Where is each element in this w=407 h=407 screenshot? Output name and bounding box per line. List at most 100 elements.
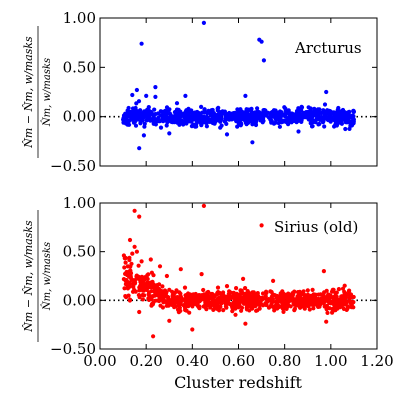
data-point xyxy=(307,307,312,312)
data-point xyxy=(172,305,177,310)
data-point xyxy=(234,286,239,291)
data-point xyxy=(314,301,319,306)
data-point xyxy=(241,111,246,116)
data-point xyxy=(177,302,182,307)
data-point xyxy=(164,123,169,128)
data-point xyxy=(239,288,244,293)
data-point xyxy=(229,112,234,117)
data-point xyxy=(236,305,241,310)
data-point xyxy=(287,116,293,122)
data-point xyxy=(137,214,142,219)
data-point xyxy=(146,107,151,112)
data-point xyxy=(133,105,138,111)
data-point xyxy=(277,295,282,300)
data-point xyxy=(243,286,248,291)
data-point xyxy=(331,110,336,115)
data-point xyxy=(302,306,307,311)
data-point xyxy=(261,108,266,113)
data-point xyxy=(344,307,349,312)
data-point xyxy=(269,289,274,295)
data-point xyxy=(238,292,243,297)
data-point xyxy=(312,293,317,298)
data-point xyxy=(121,253,126,258)
data-point xyxy=(215,106,220,111)
data-point xyxy=(126,293,131,298)
data-point xyxy=(201,304,206,309)
data-point xyxy=(178,291,183,296)
data-point xyxy=(173,118,178,123)
data-point xyxy=(185,112,190,117)
data-point xyxy=(191,293,196,298)
data-point xyxy=(309,114,314,119)
data-point xyxy=(134,249,139,254)
data-point xyxy=(343,126,348,132)
data-point xyxy=(136,293,141,298)
data-point xyxy=(122,265,127,270)
data-point xyxy=(335,121,340,126)
data-point xyxy=(148,257,153,262)
data-point xyxy=(160,109,165,114)
y-tick-label: 0.50 xyxy=(63,58,96,76)
data-point xyxy=(243,295,248,300)
data-point xyxy=(172,110,177,115)
data-point xyxy=(309,124,315,129)
data-point xyxy=(129,112,134,117)
data-point xyxy=(346,110,351,115)
y-tick-label: 0.00 xyxy=(63,108,96,126)
x-tick-label: 0.00 xyxy=(83,352,116,370)
data-point xyxy=(241,115,246,120)
data-point xyxy=(335,301,340,306)
data-point xyxy=(333,291,338,296)
data-point xyxy=(134,101,139,106)
data-point xyxy=(166,115,172,120)
data-point xyxy=(276,120,281,126)
data-point xyxy=(233,312,238,317)
data-point xyxy=(146,297,152,302)
data-point xyxy=(303,294,308,299)
data-point xyxy=(145,276,150,282)
data-point xyxy=(167,318,172,323)
data-point xyxy=(233,114,239,119)
x-tick-label: 1.20 xyxy=(360,352,393,370)
data-point xyxy=(195,304,201,309)
data-point xyxy=(315,114,320,119)
data-point xyxy=(204,124,209,129)
data-point xyxy=(132,278,137,283)
y-tick-label: 0.50 xyxy=(63,243,96,261)
data-point xyxy=(322,102,328,107)
data-point xyxy=(167,107,172,112)
data-point xyxy=(285,297,290,303)
data-point xyxy=(189,302,194,308)
data-point xyxy=(271,305,277,310)
data-point xyxy=(253,297,258,302)
data-point xyxy=(215,285,221,290)
data-point xyxy=(297,114,302,119)
data-point xyxy=(150,301,155,306)
data-point xyxy=(241,276,246,281)
data-point xyxy=(233,295,238,300)
data-point xyxy=(289,298,294,303)
data-point xyxy=(311,306,316,311)
data-point xyxy=(248,116,253,121)
data-point xyxy=(182,297,187,302)
y-tick-label: 1.00 xyxy=(63,9,96,27)
data-point xyxy=(153,94,158,99)
data-point xyxy=(337,114,342,119)
data-point xyxy=(291,114,296,119)
data-point xyxy=(305,288,310,293)
data-point xyxy=(296,129,301,134)
data-point xyxy=(196,117,201,123)
data-point xyxy=(244,307,249,312)
data-point xyxy=(156,288,161,293)
data-point xyxy=(288,111,293,116)
data-point xyxy=(269,119,274,124)
data-point xyxy=(178,308,183,313)
data-point xyxy=(247,291,252,296)
data-point xyxy=(309,120,314,125)
data-point xyxy=(236,111,241,116)
data-point xyxy=(138,108,143,113)
data-point xyxy=(183,93,188,98)
data-point xyxy=(266,297,271,302)
data-point xyxy=(201,119,206,124)
data-point xyxy=(181,122,186,127)
